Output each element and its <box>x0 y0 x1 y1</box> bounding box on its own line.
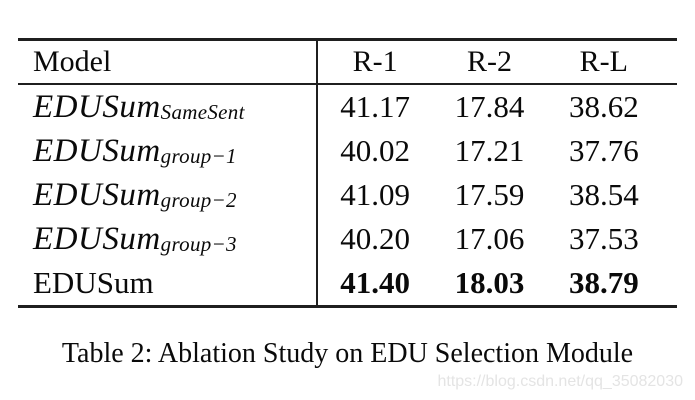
r1-value: 41.40 <box>340 265 411 300</box>
header-col-r1: R-1 <box>352 45 398 78</box>
model-name: EDUSum <box>33 176 161 213</box>
r2-value: 17.59 <box>454 177 525 212</box>
model-cell: EDUSum group−2 <box>18 173 318 217</box>
model-name: EDUSum <box>33 220 161 257</box>
model-name: EDUSum <box>33 88 161 125</box>
rl-value: 38.79 <box>568 265 639 300</box>
rl-value: 37.76 <box>568 133 639 168</box>
header-model-cell: Model <box>18 41 318 83</box>
ablation-table: Model R-1 R-2 R-L EDUSum SameSent 41.17 1… <box>18 38 677 308</box>
header-model-label: Model <box>33 45 112 78</box>
r1-value: 40.20 <box>340 221 411 256</box>
model-name: EDUSum <box>33 265 154 300</box>
r2-value: 17.06 <box>454 221 525 256</box>
header-col-r2: R-2 <box>466 45 512 78</box>
watermark-url: https://blog.csdn.net/qq_35082030 <box>437 373 683 390</box>
model-name: EDUSum <box>33 132 161 169</box>
rl-value: 38.62 <box>568 89 639 124</box>
metric-cells: 40.20 17.06 37.53 <box>318 217 677 261</box>
model-subscript: SameSent <box>160 100 245 125</box>
r2-value: 17.84 <box>454 89 525 124</box>
metric-cells: 41.40 18.03 38.79 <box>318 261 677 305</box>
table-header-row: Model R-1 R-2 R-L <box>18 41 677 85</box>
r2-value: 17.21 <box>454 133 525 168</box>
table-row-group1: EDUSum group−1 40.02 17.21 37.76 <box>18 129 677 173</box>
r1-value: 40.02 <box>340 133 411 168</box>
model-subscript: group−1 <box>160 144 237 169</box>
r2-value: 18.03 <box>454 265 525 300</box>
header-metric-cells: R-1 R-2 R-L <box>318 41 677 83</box>
table-row-group3: EDUSum group−3 40.20 17.06 37.53 <box>18 217 677 261</box>
table-row-samesent: EDUSum SameSent 41.17 17.84 38.62 <box>18 85 677 129</box>
table-row-edusum-full: EDUSum 41.40 18.03 38.79 <box>18 261 677 305</box>
rl-value: 37.53 <box>568 221 639 256</box>
model-subscript: group−3 <box>160 232 237 257</box>
model-cell: EDUSum group−1 <box>18 129 318 173</box>
model-cell: EDUSum <box>18 261 318 305</box>
rl-value: 38.54 <box>568 177 639 212</box>
table-caption: Table 2: Ablation Study on EDU Selection… <box>61 338 634 369</box>
model-cell: EDUSum group−3 <box>18 217 318 261</box>
metric-cells: 41.09 17.59 38.54 <box>318 173 677 217</box>
model-cell: EDUSum SameSent <box>18 85 318 129</box>
metric-cells: 40.02 17.21 37.76 <box>318 129 677 173</box>
table-row-group2: EDUSum group−2 41.09 17.59 38.54 <box>18 173 677 217</box>
r1-value: 41.09 <box>340 177 411 212</box>
header-col-rl: R-L <box>579 45 628 78</box>
model-subscript: group−2 <box>160 188 237 213</box>
r1-value: 41.17 <box>340 89 411 124</box>
metric-cells: 41.17 17.84 38.62 <box>318 85 677 129</box>
